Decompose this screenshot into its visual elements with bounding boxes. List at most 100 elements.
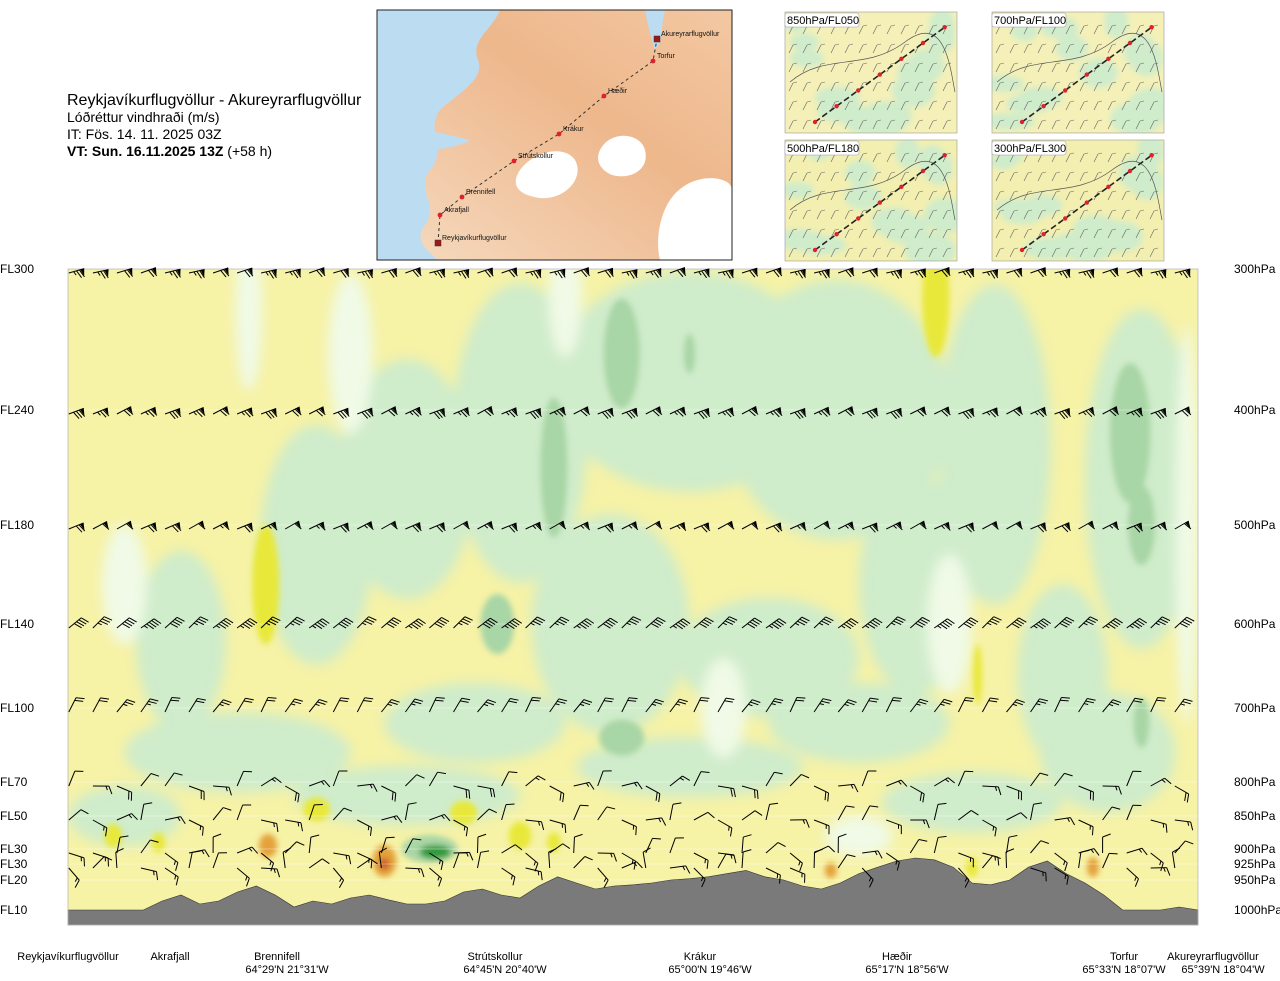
inset-field-region	[1049, 232, 1101, 259]
inset-wind-barb	[900, 101, 906, 111]
waypoint-marker	[437, 212, 443, 218]
wind-barb-half	[626, 271, 630, 276]
wind-barb	[212, 406, 230, 417]
inset-wind-barb	[872, 25, 878, 35]
inset-wind-barb	[1093, 153, 1099, 163]
wind-barb-pennant	[80, 408, 85, 416]
wind-barb-staff	[862, 522, 878, 530]
wind-barb-full	[462, 618, 471, 623]
inset-wind-barb	[788, 44, 794, 54]
wind-barb	[92, 819, 108, 837]
inset-wind-barb	[788, 63, 794, 73]
wind-barb-full	[1165, 824, 1168, 833]
wind-barb-full	[292, 700, 302, 705]
wind-barb-pennant	[609, 268, 614, 276]
wind-barb	[1174, 840, 1194, 854]
wind-barb	[212, 699, 232, 713]
wind-barb-pennant	[776, 407, 782, 415]
wind-barb-half	[241, 411, 246, 416]
field-core-up-strong	[824, 862, 837, 879]
wind-barb-full	[414, 408, 422, 416]
wind-barb	[1030, 618, 1051, 630]
wind-barb-pennant	[873, 408, 878, 416]
wind-barb-full	[107, 857, 109, 867]
wind-barb-half	[937, 625, 942, 629]
wind-barb-staff	[910, 268, 926, 274]
wind-barb-full	[799, 863, 803, 872]
inset-wind-barb	[1111, 152, 1117, 155]
inset-wind-barb	[904, 190, 910, 193]
wind-barb	[621, 861, 643, 869]
wind-barb	[981, 697, 999, 713]
wind-barb	[1150, 852, 1164, 872]
inset-wind-barb	[1013, 247, 1019, 250]
wind-barb	[357, 819, 372, 836]
wind-barb-half	[579, 703, 585, 707]
wind-barb-full	[300, 822, 304, 832]
wind-barb-half	[1138, 848, 1143, 853]
wind-barb-full	[323, 780, 331, 788]
wind-barb	[982, 520, 999, 530]
wind-barb-full	[773, 525, 780, 533]
wind-barb-pennant	[824, 407, 830, 415]
wind-barb-full	[219, 409, 227, 417]
inset-wind-barb	[1125, 228, 1131, 231]
wind-barb-staff	[693, 522, 709, 530]
wind-barb	[164, 268, 181, 279]
wind-barb	[501, 867, 516, 886]
wind-barb-half	[1187, 821, 1190, 826]
wind-barb-staff	[597, 806, 608, 821]
wind-barb	[236, 522, 254, 533]
inset-wind-barb	[918, 24, 924, 27]
wind-barb-full	[627, 699, 637, 702]
wind-barb-full	[343, 269, 350, 277]
wind-barb-full	[172, 410, 179, 419]
inset-wind-barb	[932, 209, 938, 212]
wind-barb-full	[535, 270, 542, 278]
wind-barb-half	[457, 411, 462, 416]
wind-barb	[477, 850, 490, 869]
wind-barb-staff	[862, 407, 878, 415]
wind-barb-full	[1109, 409, 1117, 417]
inset-wind-barb	[932, 100, 938, 103]
wind-barb	[284, 698, 303, 713]
wind-barb	[1126, 618, 1147, 629]
wind-barb-full	[947, 618, 955, 625]
wind-barb	[309, 267, 326, 278]
inset-wind-barb	[904, 62, 910, 65]
wind-barb-full	[800, 409, 807, 418]
wind-barb-full	[1020, 812, 1028, 819]
inset-wind-barb	[900, 120, 906, 130]
wind-barb	[982, 269, 999, 279]
inset-wind-barb	[1093, 248, 1099, 258]
wind-barb-staff	[957, 771, 966, 787]
wind-barb-full	[749, 270, 756, 278]
wind-barb-pennant	[656, 406, 662, 414]
wind-barb	[813, 268, 830, 279]
wind-barb-full	[75, 697, 85, 700]
inset-wind-barb	[1041, 62, 1047, 65]
inset-wind-barb	[1037, 63, 1043, 73]
inset-wind-barb	[1149, 210, 1155, 220]
inset-wind-barb	[816, 229, 822, 239]
wind-barb-half	[1036, 703, 1041, 706]
wind-barb	[453, 269, 470, 279]
inset-field-region	[897, 56, 936, 90]
inset-wind-barb	[995, 210, 1001, 220]
inset-wind-barb	[1097, 100, 1103, 103]
wind-barb-full	[631, 523, 639, 531]
inset-waypoint	[856, 88, 861, 93]
inset-wind-barb	[918, 100, 924, 103]
wind-barb-full	[370, 859, 373, 869]
wind-barb-pennant	[921, 268, 926, 277]
wind-barb-full	[895, 523, 903, 531]
wind-barb-staff	[405, 774, 418, 787]
wind-barb-full	[850, 618, 859, 624]
inset-wind-barb	[862, 43, 868, 46]
wind-barb-full	[294, 698, 303, 702]
wind-barb	[1174, 406, 1192, 417]
inset-wind-barb	[788, 101, 794, 111]
inset-wind-barb	[802, 229, 808, 239]
wind-barb-full	[580, 409, 588, 417]
inset-map	[992, 12, 1164, 133]
